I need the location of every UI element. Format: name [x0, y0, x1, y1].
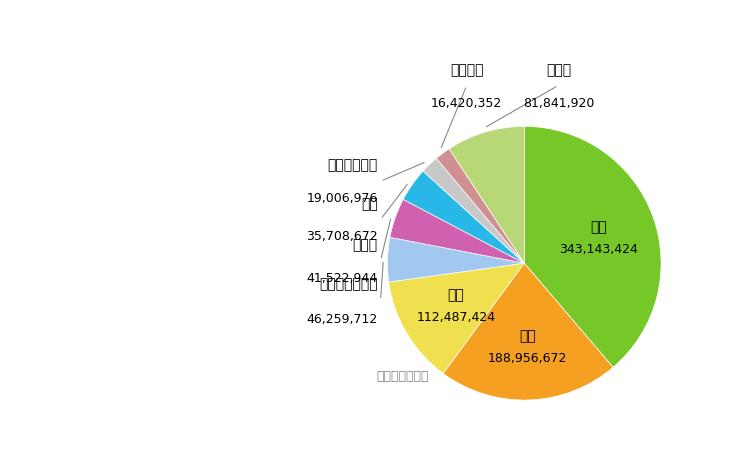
Wedge shape — [449, 127, 524, 263]
Text: 中国: 中国 — [590, 220, 607, 234]
Wedge shape — [390, 200, 524, 263]
Text: その他: その他 — [546, 62, 571, 77]
Text: 台湾: 台湾 — [361, 196, 378, 210]
Wedge shape — [389, 263, 524, 374]
Text: 188,956,672: 188,956,672 — [488, 351, 567, 364]
Wedge shape — [436, 150, 524, 263]
Text: 単位：ホスト数: 単位：ホスト数 — [377, 369, 429, 382]
Wedge shape — [524, 127, 661, 368]
Text: 41,522,944: 41,522,944 — [307, 272, 378, 285]
Wedge shape — [423, 159, 524, 263]
Text: 韓国: 韓国 — [448, 288, 464, 302]
Text: 19,006,976: 19,006,976 — [307, 191, 378, 204]
Text: ベトナム: ベトナム — [450, 62, 483, 77]
Text: オーストラリア: オーストラリア — [319, 277, 378, 291]
Text: 112,487,424: 112,487,424 — [417, 310, 495, 323]
Text: インド: インド — [353, 237, 378, 252]
Wedge shape — [443, 263, 613, 400]
Text: 81,841,920: 81,841,920 — [522, 97, 594, 110]
Text: 35,708,672: 35,708,672 — [307, 230, 378, 242]
Text: 46,259,712: 46,259,712 — [307, 313, 378, 326]
Text: 16,420,352: 16,420,352 — [431, 97, 502, 110]
Wedge shape — [387, 238, 524, 282]
Text: 日本: 日本 — [519, 329, 535, 343]
Wedge shape — [403, 172, 524, 263]
Text: 343,143,424: 343,143,424 — [559, 242, 638, 255]
Text: インドネシア: インドネシア — [328, 158, 378, 172]
